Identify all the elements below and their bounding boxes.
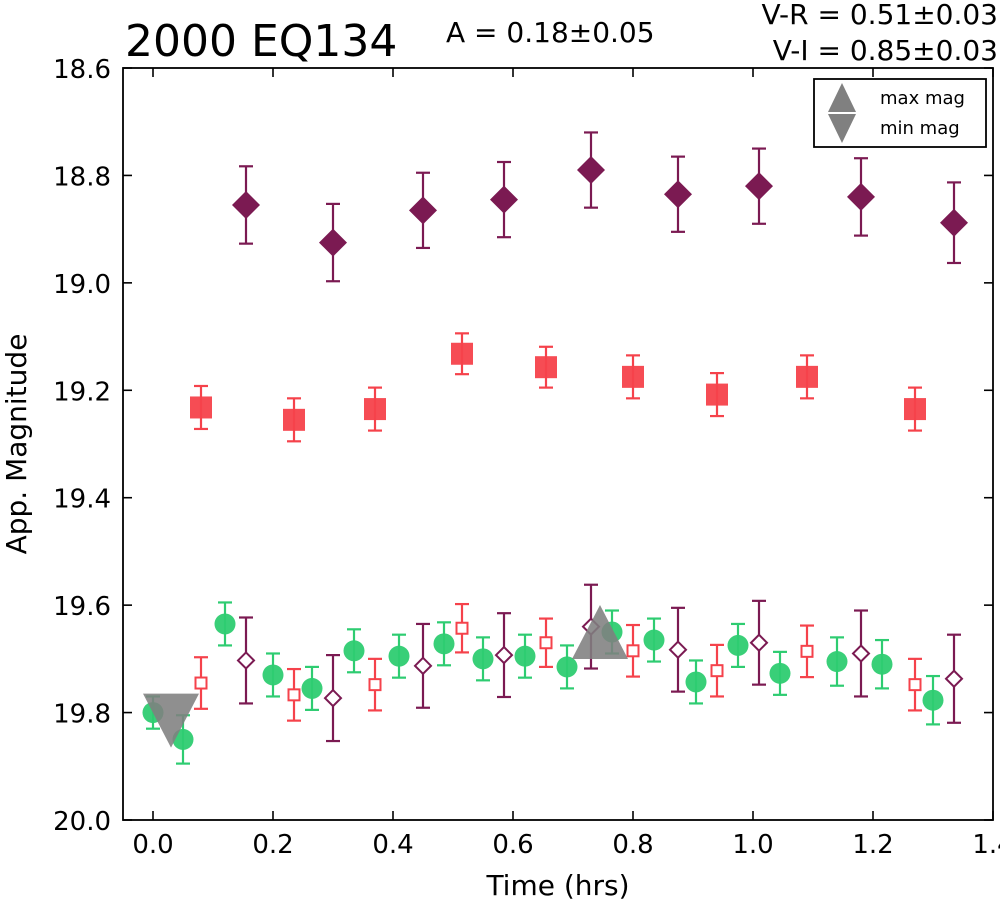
data-point bbox=[749, 633, 769, 653]
data-point bbox=[851, 644, 871, 663]
data-point bbox=[871, 653, 893, 675]
data-point bbox=[409, 196, 437, 225]
data-point bbox=[626, 644, 640, 658]
data-point bbox=[710, 664, 724, 678]
chart-title: 2000 EQ134 bbox=[125, 16, 397, 67]
y-tick-label: 18.6 bbox=[53, 55, 111, 85]
legend-max-label: max mag bbox=[880, 88, 965, 109]
data-point bbox=[451, 342, 473, 365]
y-tick-label: 19.2 bbox=[53, 377, 111, 407]
y-tick-label: 20.0 bbox=[53, 807, 111, 837]
data-point bbox=[556, 656, 578, 678]
amplitude-label: A = 0.18±0.05 bbox=[446, 16, 655, 49]
x-tick-label: 0.0 bbox=[132, 830, 173, 860]
legend: max mag min mag bbox=[813, 78, 987, 148]
max-mag-marker bbox=[572, 605, 628, 659]
data-point bbox=[323, 688, 343, 708]
x-axis-label: Time (hrs) bbox=[485, 869, 629, 901]
data-point bbox=[455, 621, 469, 635]
data-point bbox=[319, 228, 347, 257]
data-point bbox=[301, 677, 323, 699]
legend-min-label: min mag bbox=[880, 118, 960, 139]
data-point bbox=[287, 688, 301, 702]
data-point bbox=[262, 664, 284, 686]
x-tick-label: 1.0 bbox=[732, 830, 773, 860]
data-point bbox=[847, 182, 875, 211]
data-point bbox=[388, 645, 410, 667]
data-point bbox=[940, 208, 968, 237]
data-point bbox=[514, 645, 536, 667]
data-point bbox=[472, 648, 494, 670]
data-point bbox=[944, 669, 964, 689]
data-point bbox=[685, 671, 707, 693]
data-point bbox=[368, 678, 382, 692]
color-index-vr: V-R = 0.51±0.03 bbox=[762, 0, 998, 31]
data-point bbox=[343, 640, 365, 662]
data-point bbox=[826, 651, 848, 673]
data-point bbox=[706, 383, 728, 406]
data-point bbox=[904, 398, 926, 421]
data-point bbox=[539, 636, 553, 650]
plot-frame bbox=[122, 67, 994, 821]
x-tick-label: 0.8 bbox=[612, 830, 653, 860]
data-point bbox=[796, 365, 818, 388]
x-tick-label: 1.4 bbox=[972, 830, 1000, 860]
data-point bbox=[490, 185, 518, 214]
min-mag-marker bbox=[143, 693, 199, 748]
x-tick-label: 0.2 bbox=[252, 830, 293, 860]
data-point bbox=[622, 365, 644, 388]
data-point bbox=[232, 190, 260, 219]
legend-max-triangle-icon bbox=[828, 83, 856, 112]
data-point bbox=[727, 634, 749, 656]
y-tick-label: 19.4 bbox=[53, 485, 111, 515]
x-tick-label: 1.2 bbox=[852, 830, 893, 860]
y-tick-label: 18.8 bbox=[53, 162, 111, 192]
y-axis-label: App. Magnitude bbox=[0, 334, 33, 555]
y-tick-label: 19.6 bbox=[53, 592, 111, 622]
marker-layer bbox=[142, 156, 968, 750]
extrema-layer bbox=[143, 605, 628, 748]
data-point bbox=[364, 398, 386, 421]
data-point bbox=[800, 644, 814, 658]
data-point bbox=[194, 676, 208, 690]
data-point bbox=[908, 678, 922, 692]
data-point bbox=[236, 651, 256, 670]
y-tick-label: 19.8 bbox=[53, 700, 111, 730]
data-point bbox=[643, 629, 665, 651]
data-point bbox=[922, 689, 944, 711]
x-tick-label: 0.4 bbox=[372, 830, 413, 860]
data-point bbox=[664, 180, 692, 209]
data-point bbox=[577, 156, 605, 185]
data-point bbox=[413, 656, 433, 676]
data-point bbox=[283, 408, 305, 431]
data-point bbox=[214, 613, 236, 635]
legend-min-triangle-icon bbox=[828, 114, 856, 143]
data-point bbox=[769, 662, 791, 684]
data-point bbox=[433, 633, 455, 655]
tick-layer: 0.0 0.2 0.4 0.6 0.8 1.0 1.2 1.4 18.6 18.8 19.0 19.2… bbox=[53, 55, 1000, 860]
color-index-vi: V-I = 0.85±0.03 bbox=[773, 34, 998, 67]
data-point bbox=[535, 356, 557, 379]
y-tick-label: 19.0 bbox=[53, 270, 111, 300]
data-point bbox=[494, 645, 514, 665]
data-point bbox=[745, 172, 773, 201]
data-point bbox=[668, 640, 688, 660]
data-point bbox=[190, 396, 212, 419]
x-tick-label: 0.6 bbox=[492, 830, 533, 860]
